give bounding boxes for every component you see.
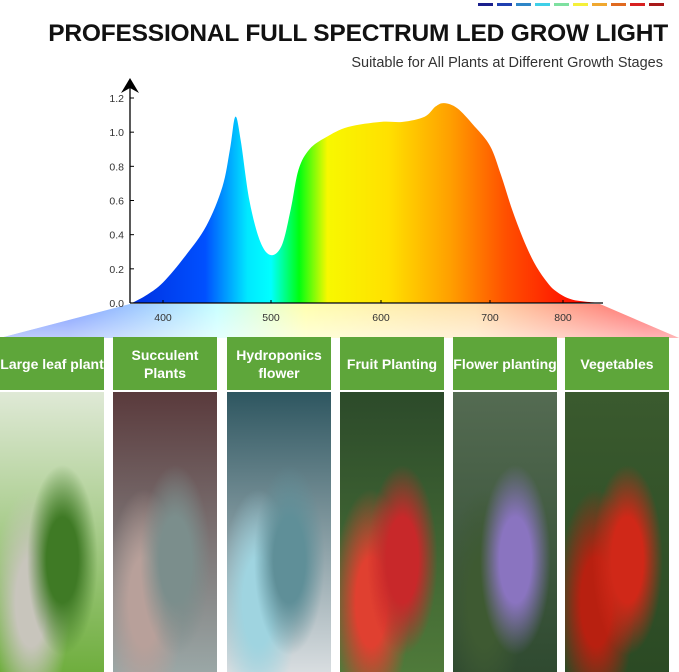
y-tick-label: 0.8 [109,161,124,173]
y-axis-arrow-icon [121,78,139,93]
plant-photo [113,392,217,672]
color-swatch [478,3,493,6]
y-tick-label: 0.4 [109,230,124,242]
color-swatch [592,3,607,6]
spectrum-chart: 0.0 0.2 0.4 0.6 0.8 1.0 1.2 400 500 600 700 800 [0,78,679,338]
plant-panel: Fruit Planting [340,337,444,672]
x-tick-label: 500 [262,312,280,324]
plant-panels: Large leaf plant Succulent Plants Hydropon… [0,337,679,672]
color-swatch [611,3,626,6]
plant-panel-label: Flower planting [453,337,557,390]
page-subtitle: Suitable for All Plants at Different Gro… [351,55,663,71]
plant-panel-label: Fruit Planting [340,337,444,390]
color-swatch [535,3,550,6]
x-tick-label: 400 [154,312,172,324]
plant-panel: Flower planting [453,337,557,672]
plant-panel-label: Hydroponics flower [227,337,331,390]
y-tick-label: 0.0 [109,298,124,310]
color-swatch [573,3,588,6]
plant-photo [0,392,104,672]
x-tick-label: 700 [481,312,499,324]
x-tick-label: 600 [372,312,390,324]
color-swatch [516,3,531,6]
color-swatches [478,3,664,6]
color-swatch [554,3,569,6]
y-tick-label: 1.2 [109,93,124,105]
plant-panel-label: Succulent Plants [113,337,217,390]
plant-panel-label: Vegetables [565,337,669,390]
plant-photo [340,392,444,672]
plant-panel: Large leaf plant [0,337,104,672]
y-tick-label: 0.6 [109,196,124,208]
plant-panel: Vegetables [565,337,669,672]
page-title: PROFESSIONAL FULL SPECTRUM LED GROW LIGH… [48,20,668,47]
color-swatch [630,3,645,6]
y-tick-label: 1.0 [109,127,124,139]
plant-panel-label: Large leaf plant [0,337,104,390]
spectrum-curve [132,103,600,303]
plant-panel: Hydroponics flower [227,337,331,672]
color-swatch [497,3,512,6]
plant-panel: Succulent Plants [113,337,217,672]
plant-photo [565,392,669,672]
x-tick-label: 800 [554,312,572,324]
color-swatch [649,3,664,6]
y-tick-label: 0.2 [109,264,124,276]
plant-photo [227,392,331,672]
plant-photo [453,392,557,672]
